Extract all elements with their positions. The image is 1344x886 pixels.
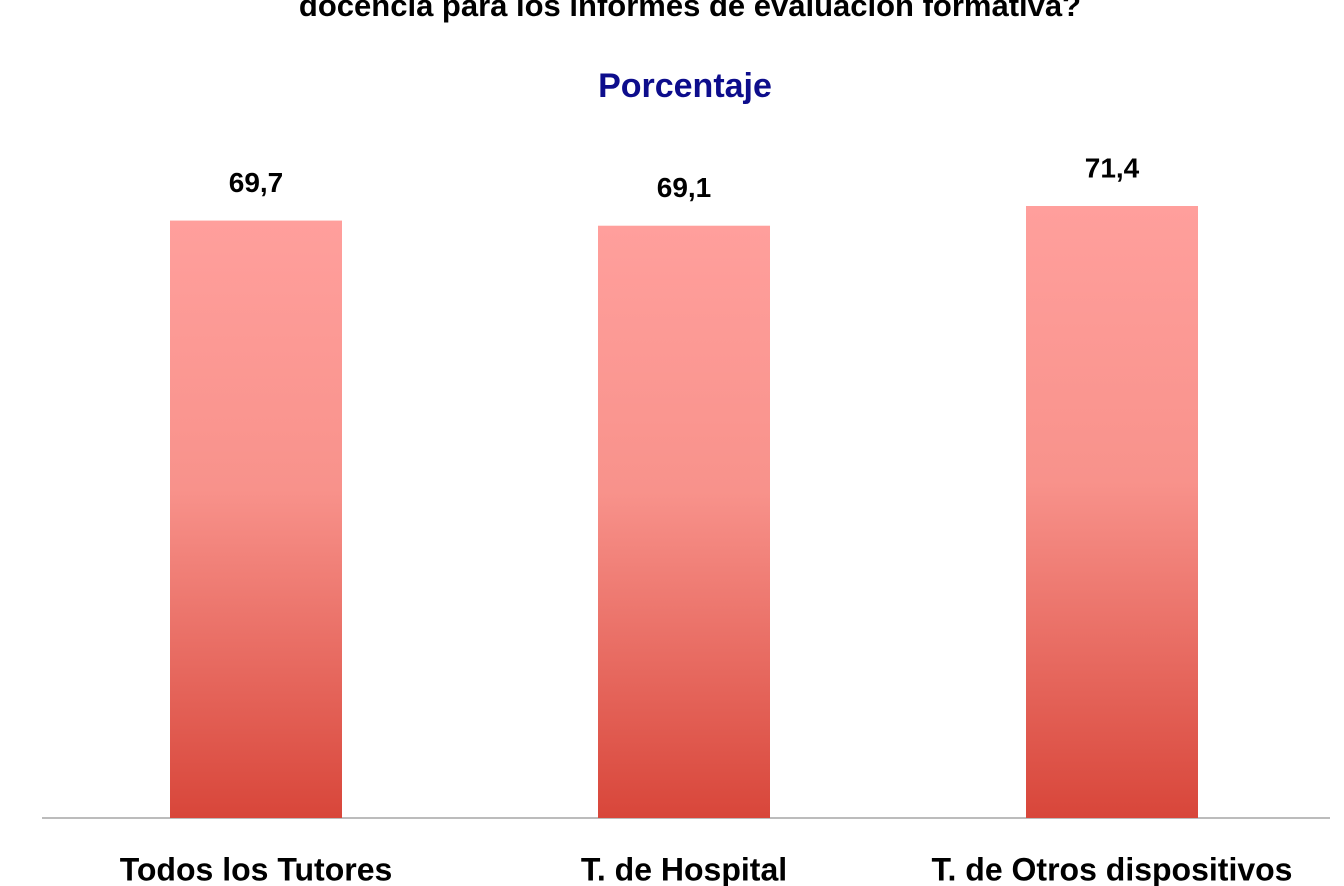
x-tick-label: T. de Otros dispositivos xyxy=(932,851,1293,886)
value-label: 71,4 xyxy=(1085,152,1140,183)
x-tick-label: Todos los Tutores xyxy=(120,851,393,886)
value-label: 69,7 xyxy=(229,167,284,198)
chart-subtitle: Porcentaje xyxy=(598,67,772,105)
bar xyxy=(170,220,342,819)
x-tick-label: T. de Hospital xyxy=(581,851,787,886)
bar xyxy=(1026,206,1198,818)
chart-title: docencia para los informes de evaluación… xyxy=(299,0,1081,23)
bar xyxy=(598,225,770,818)
value-label: 69,1 xyxy=(657,172,712,203)
